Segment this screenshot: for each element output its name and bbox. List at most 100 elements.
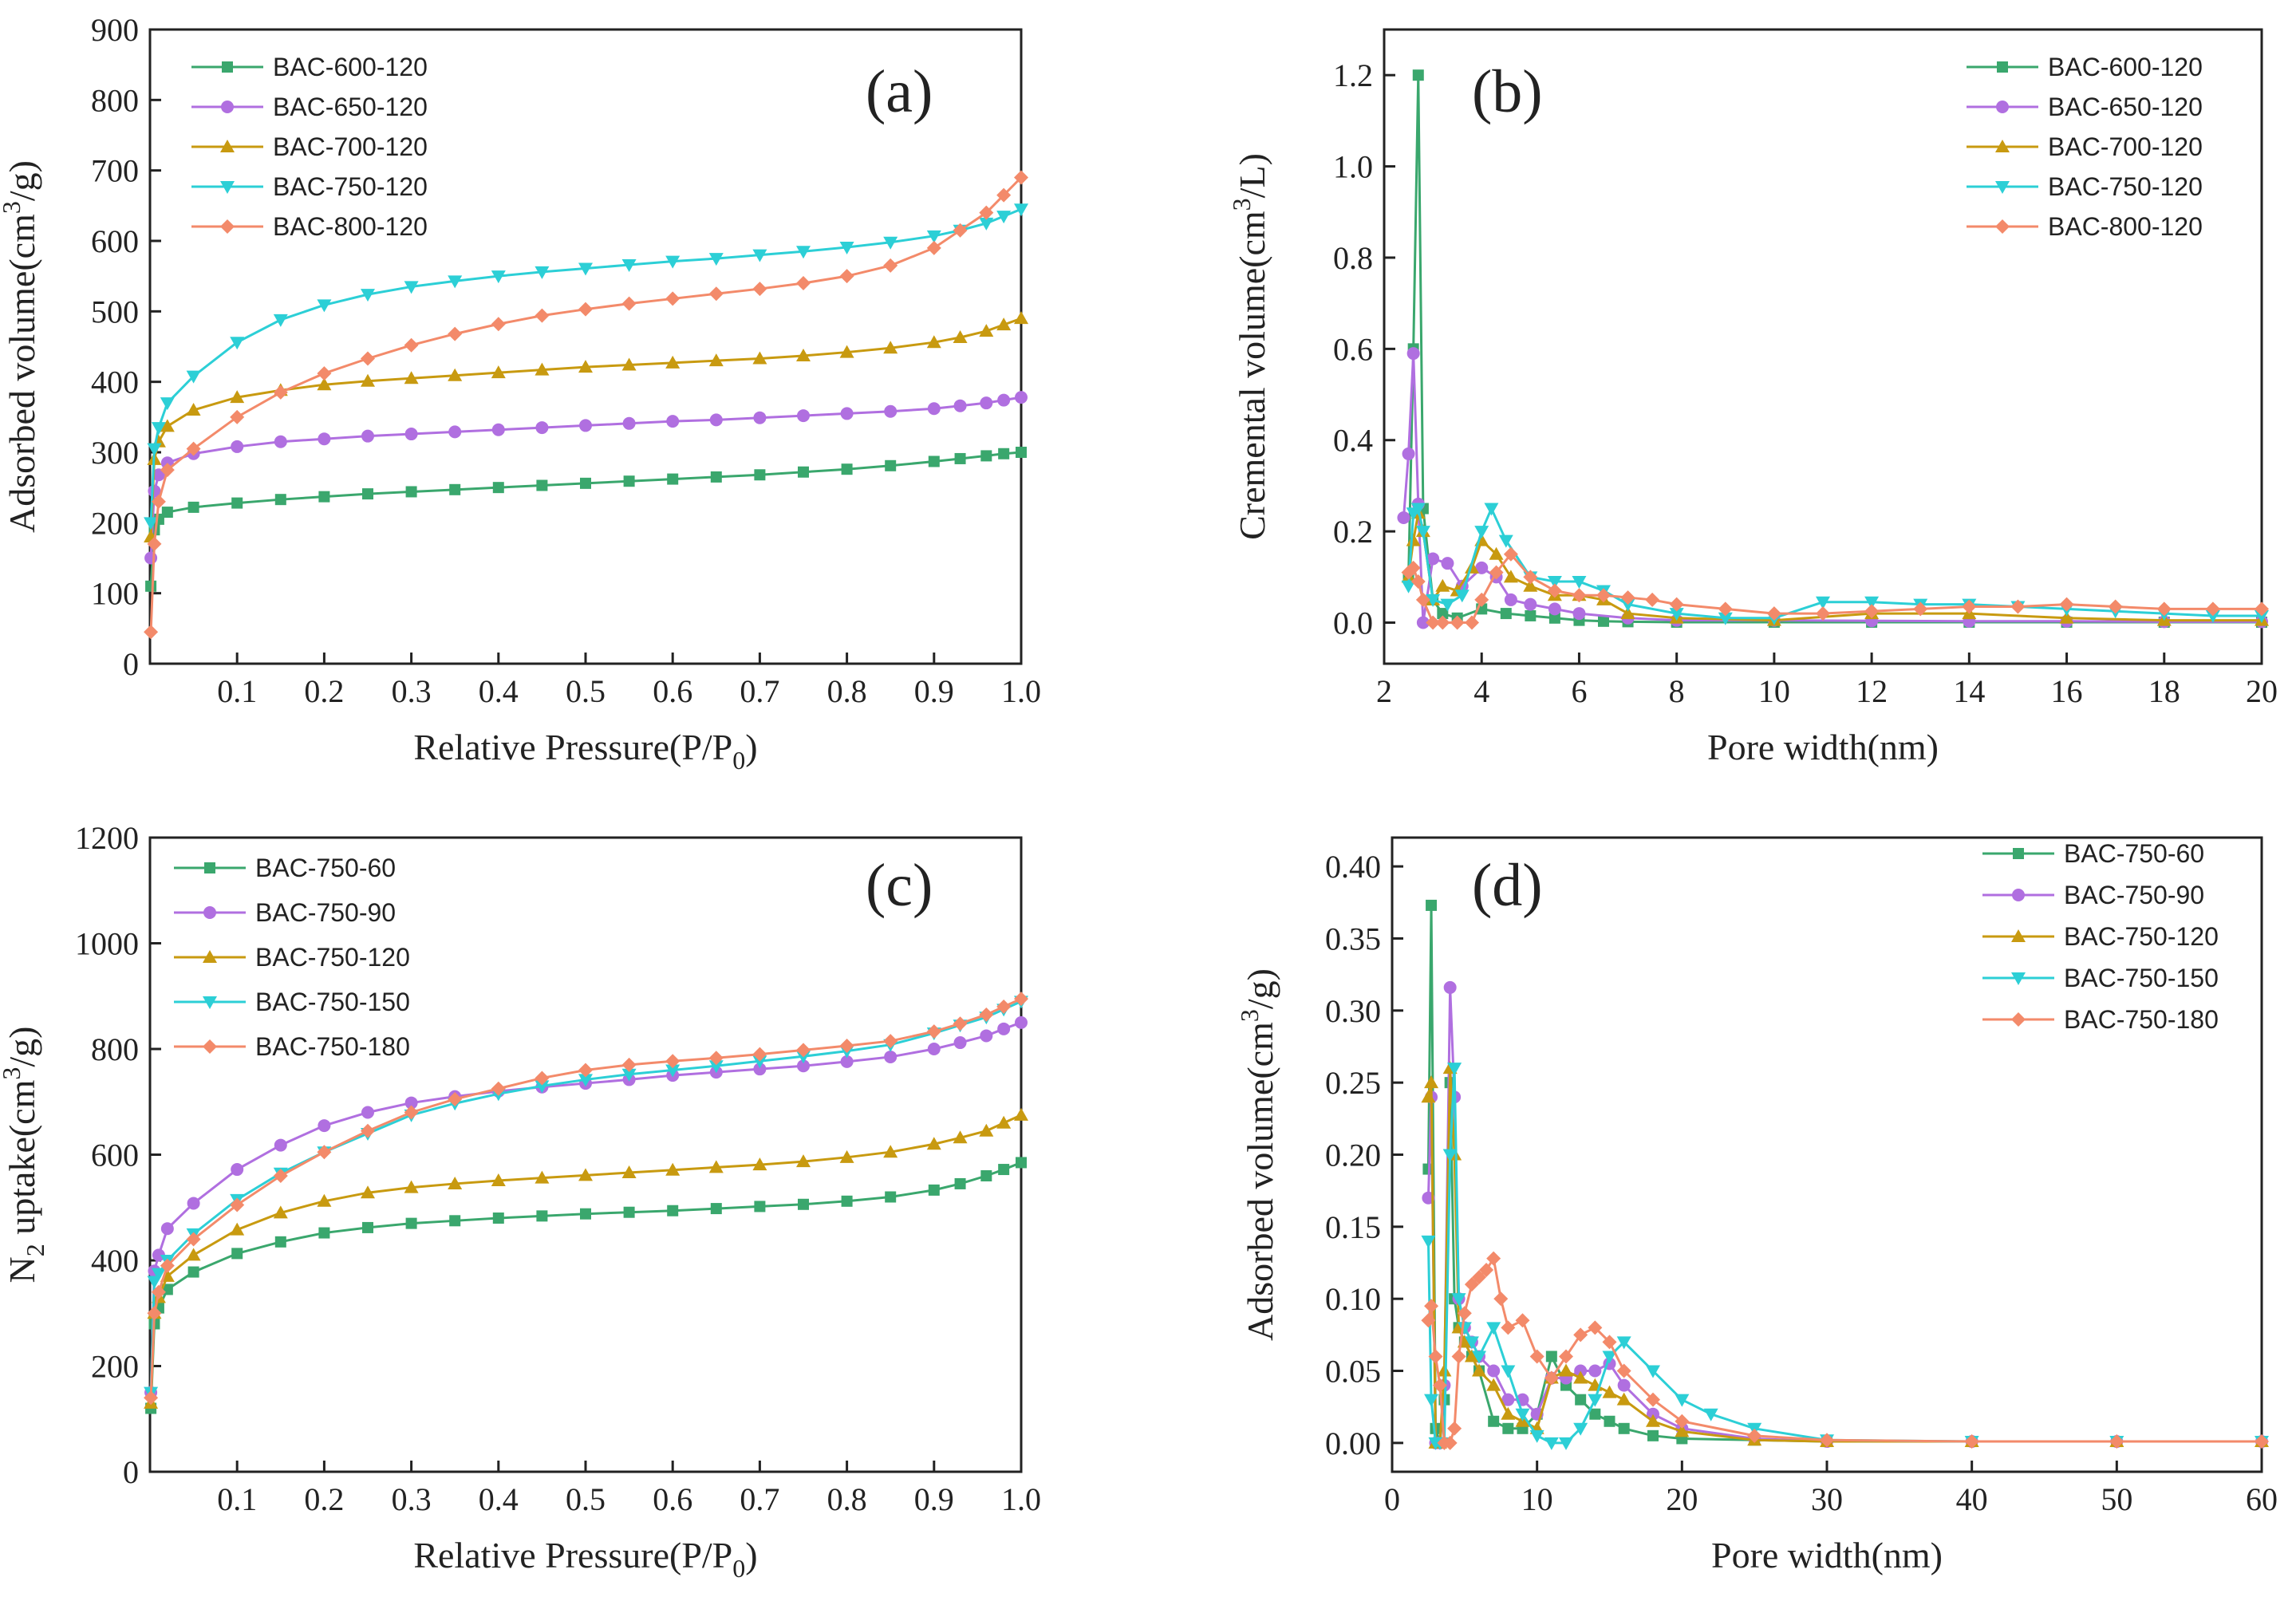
data-point xyxy=(147,1306,162,1321)
data-point xyxy=(361,289,375,302)
data-point xyxy=(1703,1408,1718,1422)
data-point xyxy=(491,270,506,284)
data-point xyxy=(1426,899,1438,911)
data-point xyxy=(1457,1306,1472,1321)
data-point xyxy=(1647,1407,1659,1421)
x-tick-label: 0.1 xyxy=(217,673,257,709)
legend-marker xyxy=(1995,140,2010,152)
series-line xyxy=(1426,1068,2262,1445)
y-tick-label: 0.6 xyxy=(1333,331,1373,367)
data-point xyxy=(1432,1378,1447,1393)
x-tick-label: 0.4 xyxy=(479,1481,519,1517)
series-line xyxy=(149,317,1022,538)
data-point xyxy=(1474,592,1489,607)
data-point xyxy=(665,255,681,269)
data-point xyxy=(273,313,288,327)
data-point xyxy=(491,365,506,379)
series-BAC-750-120 xyxy=(1421,1061,2269,1449)
data-point xyxy=(404,371,419,384)
data-point xyxy=(1547,583,1562,598)
legend-label: BAC-750-90 xyxy=(2064,881,2204,909)
data-point xyxy=(151,1268,166,1281)
data-point xyxy=(841,463,853,475)
series-line xyxy=(1402,353,2262,623)
data-point xyxy=(1454,590,1470,603)
y-tick-label: 400 xyxy=(91,365,139,400)
legend-marker xyxy=(1995,219,2010,234)
data-point xyxy=(708,353,724,367)
data-point xyxy=(979,1123,994,1137)
y-tick-label: 0.15 xyxy=(1325,1209,1381,1245)
data-point xyxy=(1016,1157,1027,1169)
data-point xyxy=(1421,1235,1436,1248)
data-point xyxy=(1620,598,1635,612)
data-point xyxy=(839,269,854,284)
data-point xyxy=(1544,1370,1559,1386)
legend-marker xyxy=(1995,181,2010,194)
legend-label: BAC-750-60 xyxy=(2064,839,2204,868)
data-point xyxy=(798,1198,809,1210)
legend-marker xyxy=(2011,972,2026,985)
data-point xyxy=(1442,1149,1458,1162)
data-point xyxy=(979,1007,994,1022)
data-point xyxy=(187,501,199,513)
data-point xyxy=(186,1248,201,1261)
data-point xyxy=(491,1173,506,1186)
series-line xyxy=(1407,505,2262,620)
data-point xyxy=(231,497,243,509)
data-point xyxy=(1675,1394,1690,1407)
data-point xyxy=(1529,1429,1544,1443)
data-point xyxy=(1816,596,1830,609)
y-tick-label: 0.8 xyxy=(1333,240,1373,276)
data-point xyxy=(535,1071,550,1086)
data-point xyxy=(2109,1434,2124,1449)
data-point xyxy=(1547,576,1562,590)
data-point xyxy=(448,425,462,439)
data-point xyxy=(1618,1422,1630,1434)
data-point xyxy=(1406,533,1421,546)
data-point xyxy=(796,1154,811,1168)
data-point xyxy=(1602,1351,1617,1364)
legend-marker xyxy=(1996,101,2009,113)
data-point xyxy=(1501,1406,1516,1420)
data-point xyxy=(152,468,165,482)
data-point xyxy=(1464,1336,1479,1350)
data-point xyxy=(449,1215,461,1227)
data-point xyxy=(186,441,201,456)
data-point xyxy=(840,1055,854,1068)
data-point xyxy=(2156,601,2172,617)
data-point xyxy=(926,240,941,255)
data-point xyxy=(1014,170,1028,185)
data-point xyxy=(997,393,1011,407)
data-point xyxy=(1435,578,1450,592)
data-point xyxy=(753,411,767,424)
data-point xyxy=(273,1205,288,1219)
data-point xyxy=(1545,1351,1557,1362)
x-tick-label: 6 xyxy=(1571,673,1587,709)
x-tick-label: 20 xyxy=(1666,1481,1698,1517)
legend-label: BAC-750-150 xyxy=(2064,964,2219,992)
data-point xyxy=(361,373,375,387)
data-point xyxy=(752,249,767,262)
data-point xyxy=(1559,1349,1573,1364)
data-point xyxy=(535,421,549,435)
legend-marker xyxy=(2013,848,2024,859)
data-point xyxy=(161,507,173,519)
y-axis-title: Cremental volume(cm3/L) xyxy=(1227,153,1272,540)
legend-label: BAC-750-180 xyxy=(255,1032,410,1061)
data-point xyxy=(535,362,550,376)
data-point xyxy=(147,536,162,551)
y-tick-label: 0.2 xyxy=(1333,514,1373,550)
y-tick-label: 0 xyxy=(123,646,139,682)
y-tick-label: 0.05 xyxy=(1325,1354,1381,1390)
y-tick-label: 1.2 xyxy=(1333,57,1373,93)
chart-panel-a: 0.1 0.2 0.3 0.4 0.5 0.6 0.7 0.8 0.9 1.0 0 100 200 300… xyxy=(0,12,1041,775)
data-point xyxy=(144,517,159,530)
data-point xyxy=(883,341,898,354)
data-point xyxy=(405,1217,417,1229)
data-point xyxy=(883,258,898,273)
data-point xyxy=(1410,503,1426,516)
data-point xyxy=(1435,615,1450,630)
data-point xyxy=(796,246,811,259)
x-tick-label: 0.7 xyxy=(740,673,779,709)
